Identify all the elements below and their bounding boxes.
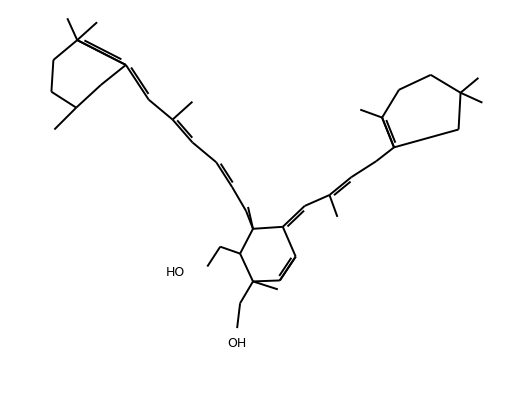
Text: HO: HO [166, 265, 186, 278]
Text: OH: OH [228, 336, 247, 348]
